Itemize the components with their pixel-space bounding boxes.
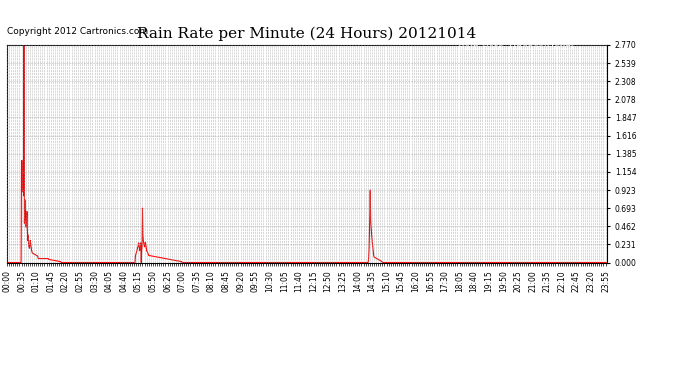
Text: Rain Rate  (Inches/Hour): Rain Rate (Inches/Hour) (458, 43, 573, 52)
Title: Rain Rate per Minute (24 Hours) 20121014: Rain Rate per Minute (24 Hours) 20121014 (137, 27, 477, 41)
Text: Copyright 2012 Cartronics.com: Copyright 2012 Cartronics.com (7, 27, 148, 36)
